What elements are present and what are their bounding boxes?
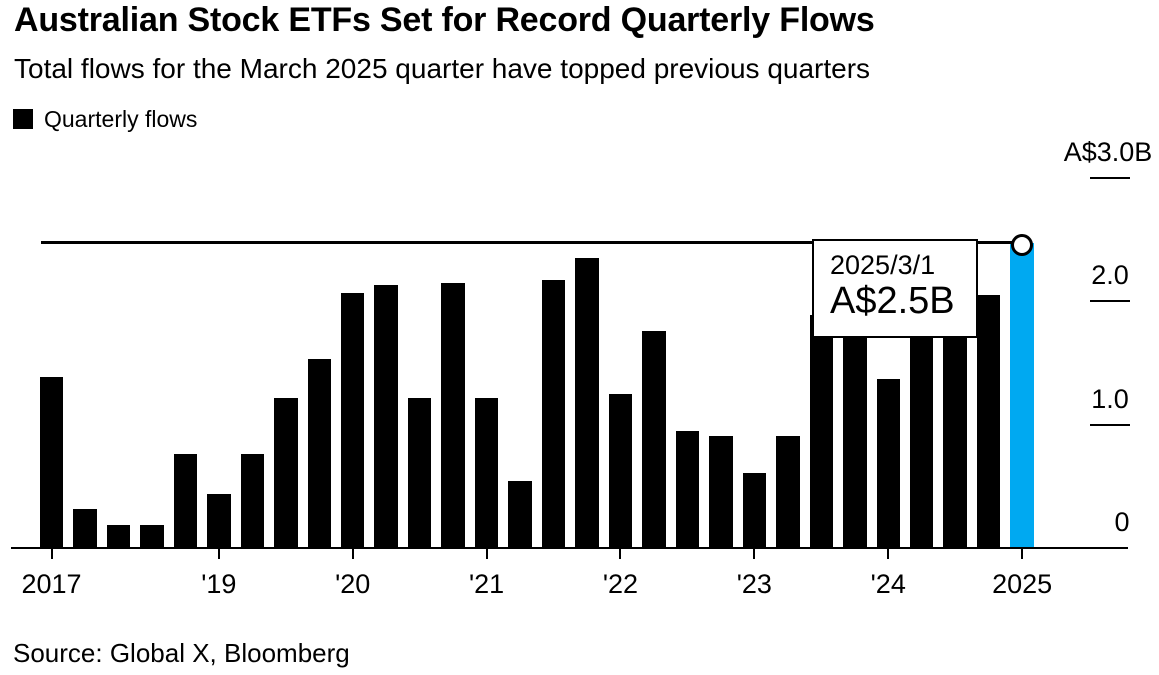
bar-2020-q3[interactable] — [407, 397, 432, 548]
legend-swatch-icon — [13, 109, 33, 129]
x-axis-line — [11, 547, 1128, 549]
bar-2022-q2[interactable] — [642, 330, 666, 548]
bar-2024-q4[interactable] — [976, 295, 1001, 548]
bar-2019-q2[interactable] — [240, 454, 265, 548]
tooltip: 2025/3/1 A$2.5B — [812, 239, 978, 338]
bar-2021-q2[interactable] — [508, 481, 532, 548]
x-tick — [217, 549, 220, 559]
bar-2022-q3[interactable] — [675, 430, 700, 548]
bar-2023-q1[interactable] — [742, 472, 767, 548]
bar-2017-q4[interactable] — [39, 376, 64, 548]
bar-2023-q4[interactable] — [843, 326, 867, 548]
x-tick — [753, 549, 756, 559]
bar-2022-q4[interactable] — [709, 435, 733, 548]
x-tick-label: '24 — [870, 569, 906, 599]
bar-2024-q1[interactable] — [876, 379, 900, 548]
bar-2018-q2[interactable] — [106, 524, 131, 548]
legend-label: Quarterly flows — [44, 106, 198, 132]
bar-2019-q1[interactable] — [207, 493, 231, 548]
bar-2018-q3[interactable] — [140, 524, 164, 548]
y-tick-label: 2.0 — [1091, 260, 1129, 291]
x-tick-label: '21 — [469, 569, 505, 599]
record-level-line — [41, 241, 1012, 244]
tooltip-date: 2025/3/1 — [830, 250, 936, 280]
x-tick — [619, 549, 622, 559]
y-tick-label: 0 — [1114, 507, 1130, 537]
y-tick — [1090, 300, 1130, 303]
bar-2024-q2[interactable] — [909, 326, 934, 548]
bar-2018-q1[interactable] — [73, 508, 97, 548]
x-tick — [887, 549, 890, 559]
y-tick — [1090, 177, 1130, 180]
x-tick-label: 2025 — [992, 569, 1053, 599]
x-tick — [485, 549, 488, 559]
x-tick-label: '20 — [335, 569, 371, 599]
bar-2018-q4[interactable] — [173, 454, 198, 548]
bar-2020-q1[interactable] — [340, 292, 365, 548]
source-note: Source: Global X, Bloomberg — [13, 638, 350, 668]
bar-2024-q3[interactable] — [943, 328, 967, 548]
tooltip-value: A$2.5B — [830, 280, 955, 322]
bar-2019-q4[interactable] — [307, 359, 331, 548]
bar-2021-q3[interactable] — [541, 280, 566, 548]
bar-2022-q1[interactable] — [608, 393, 633, 548]
x-tick — [351, 549, 354, 559]
x-tick-label: '23 — [736, 569, 772, 599]
legend: Quarterly flows — [13, 107, 197, 131]
bar-2021-q4[interactable] — [575, 258, 599, 548]
y-tick — [1090, 423, 1130, 426]
x-tick-label: '19 — [201, 569, 237, 599]
bar-2020-q2[interactable] — [374, 285, 398, 548]
y-tick-label: A$3.0B — [1063, 137, 1153, 168]
x-tick — [1021, 549, 1024, 559]
x-tick-label: '22 — [602, 569, 639, 599]
bar-2021-q1[interactable] — [474, 397, 499, 548]
y-tick-label: 1.0 — [1091, 383, 1129, 414]
chart-title: Australian Stock ETFs Set for Record Qua… — [14, 1, 875, 39]
x-tick-label: 2017 — [21, 569, 82, 599]
record-marker-icon — [1011, 234, 1033, 256]
bar-2023-q2[interactable] — [776, 435, 800, 548]
bar-2025-q1[interactable] — [1010, 243, 1034, 548]
bar-2019-q3[interactable] — [274, 397, 298, 548]
bar-2020-q4[interactable] — [441, 282, 465, 548]
chart-subtitle: Total flows for the March 2025 quarter h… — [14, 53, 871, 84]
bar-2023-q3[interactable] — [809, 314, 834, 548]
x-tick — [50, 549, 53, 559]
